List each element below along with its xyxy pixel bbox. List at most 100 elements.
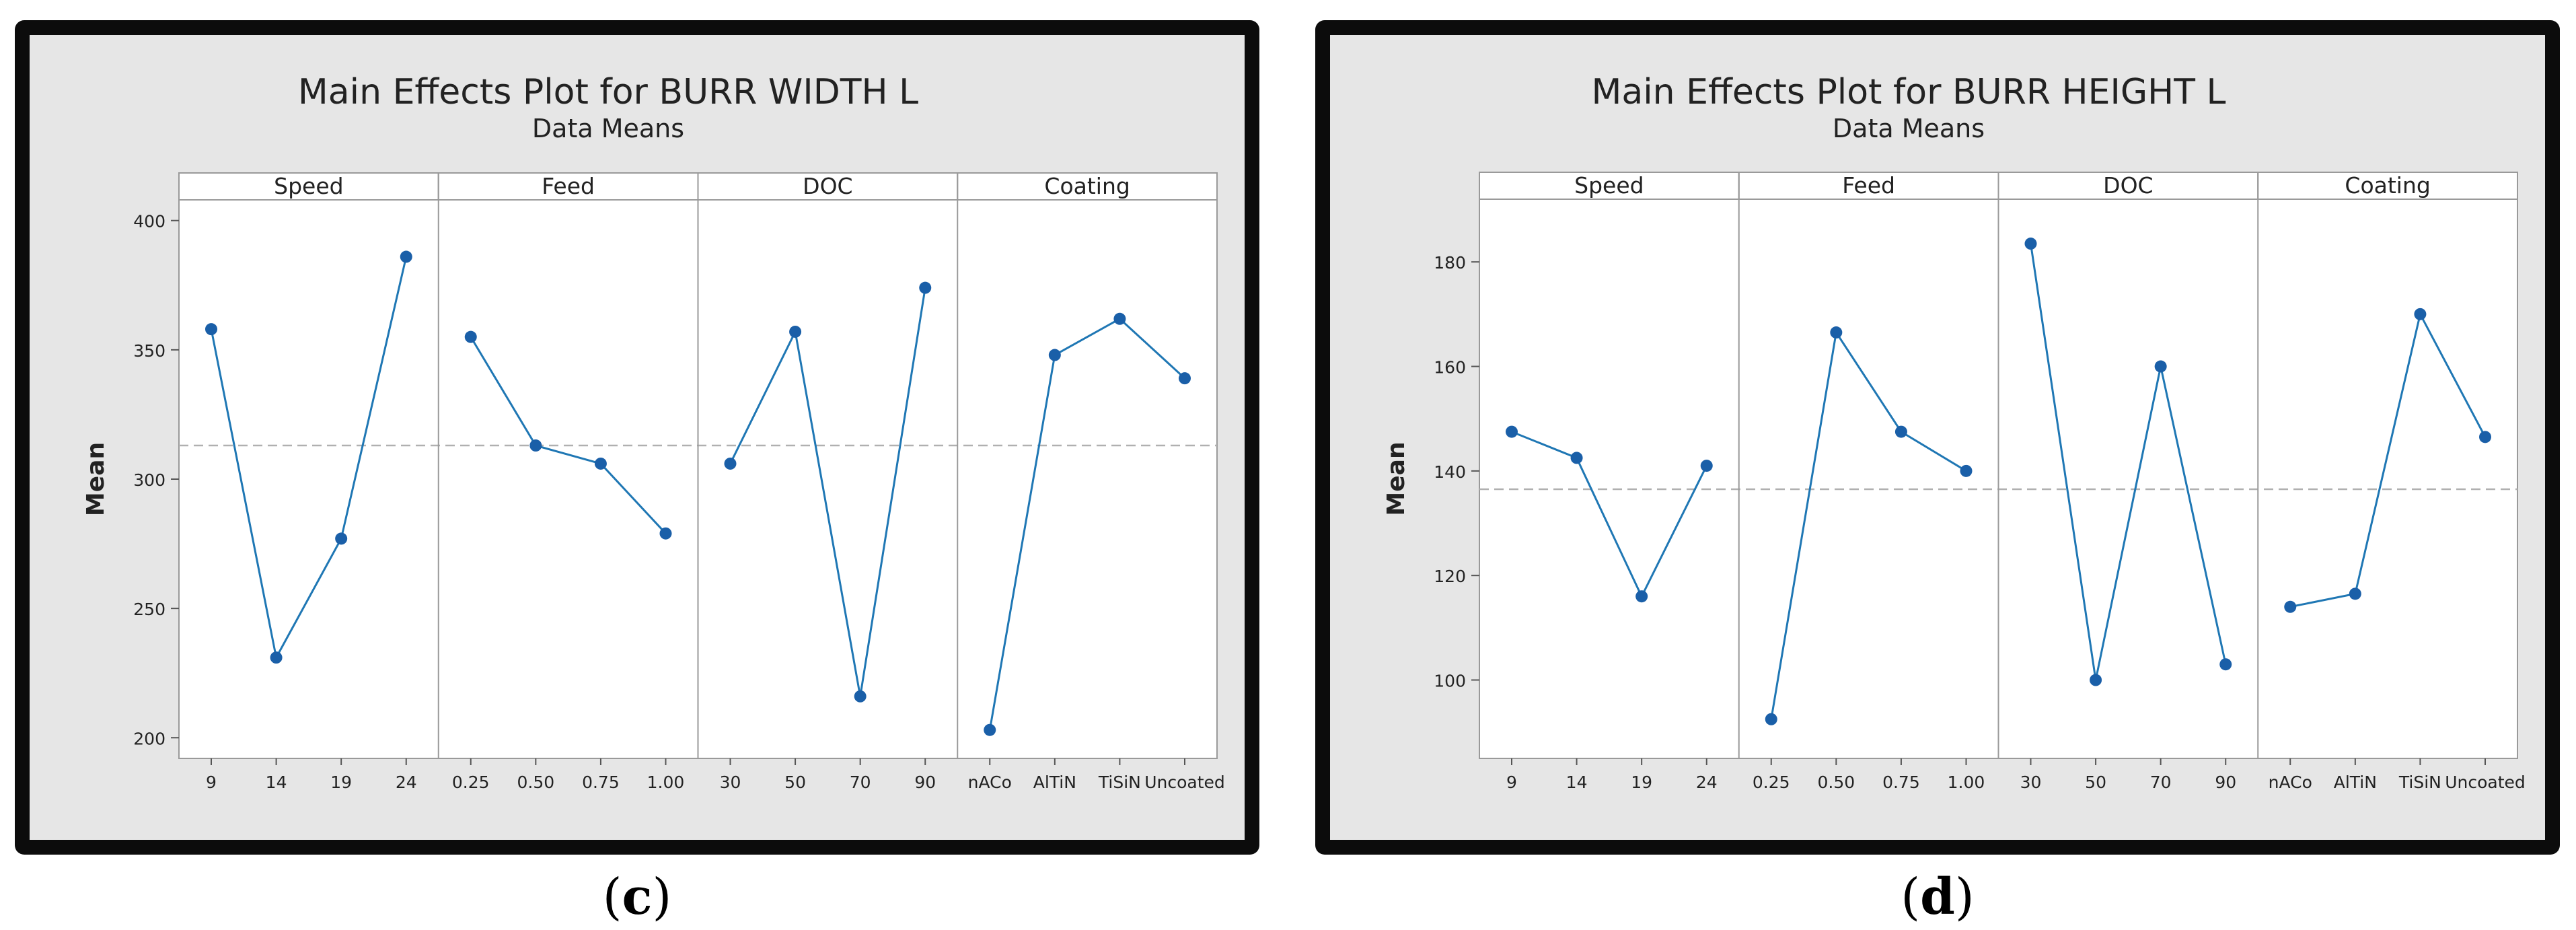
x-tick-label: 0.50: [1817, 773, 1855, 792]
chart-panel-d: Main Effects Plot for BURR HEIGHT L Data…: [1315, 20, 2560, 855]
chart-subtitle: Data Means: [532, 114, 684, 143]
x-tick-label: nACo: [2269, 773, 2312, 792]
y-axis-label: Mean: [82, 442, 110, 516]
data-point-coating-3: [2479, 431, 2491, 443]
data-point-speed-0: [205, 323, 217, 336]
data-point-doc-0: [724, 457, 737, 470]
y-tick-label: 180: [1434, 253, 1466, 273]
data-point-doc-3: [2219, 658, 2232, 671]
y-tick-label: 200: [133, 729, 165, 748]
facet-label-coating: Coating: [2345, 172, 2430, 199]
chart-title: Main Effects Plot for BURR HEIGHT L: [1592, 72, 2226, 112]
facet-header: [1479, 172, 1740, 200]
y-tick-label: 160: [1434, 358, 1466, 378]
facet-label-feed: Feed: [1842, 172, 1895, 199]
facet-label-doc: DOC: [803, 173, 852, 199]
data-point-feed-0: [1765, 713, 1777, 725]
series-line-feed: [1770, 330, 1967, 720]
facet-header: [1738, 172, 1999, 200]
x-tick-label: 0.25: [1753, 773, 1790, 792]
data-point-feed-1: [1830, 326, 1843, 339]
x-tick-label: 50: [784, 773, 806, 792]
x-tick-label: 70: [850, 773, 871, 792]
series-line-coating: [988, 317, 1186, 730]
x-tick-label: 9: [1506, 773, 1517, 792]
x-tick-label: TiSiN: [1098, 773, 1141, 792]
series-line-feed: [470, 336, 667, 534]
data-point-feed-2: [1894, 425, 1907, 438]
data-point-feed-0: [464, 330, 477, 343]
data-point-coating-1: [2349, 587, 2361, 600]
y-axis-label: Mean: [1383, 441, 1410, 515]
x-tick-label: 14: [1566, 773, 1588, 792]
facet-label-feed: Feed: [542, 173, 595, 199]
x-tick-label: 1.00: [647, 773, 685, 792]
data-point-speed-3: [1700, 460, 1713, 472]
data-point-speed-0: [1506, 425, 1518, 438]
x-tick-label: 50: [2085, 773, 2106, 792]
figure-caption-d: (d): [1901, 868, 1975, 926]
x-tick-label: 24: [396, 773, 417, 792]
chart-title: Main Effects Plot for BURR WIDTH L: [298, 72, 918, 112]
data-point-speed-1: [1570, 452, 1583, 464]
x-tick-label: 0.25: [452, 773, 490, 792]
y-tick-label: 120: [1434, 567, 1466, 586]
x-tick-label: 30: [2020, 773, 2042, 792]
facet-header: [697, 172, 959, 201]
data-point-feed-2: [594, 457, 607, 470]
data-point-speed-3: [400, 250, 412, 263]
x-tick-label: Uncoated: [1144, 773, 1225, 792]
y-tick-label: 140: [1434, 462, 1466, 482]
chart-panel-c: Main Effects Plot for BURR WIDTH L Data …: [15, 20, 1259, 855]
chart-subtitle: Data Means: [1833, 114, 1985, 143]
x-tick-label: 30: [720, 773, 741, 792]
data-point-feed-3: [659, 527, 672, 540]
x-tick-label: 0.75: [1882, 773, 1920, 792]
data-point-feed-1: [529, 439, 542, 452]
y-tick-label: 100: [1434, 672, 1466, 691]
x-tick-label: 70: [2150, 773, 2172, 792]
data-point-speed-2: [335, 532, 348, 545]
series-line-coating: [2289, 311, 2487, 608]
data-point-doc-2: [2154, 360, 2167, 373]
y-tick-label: 300: [133, 470, 165, 490]
x-tick-label: 24: [1696, 773, 1718, 792]
facet-label-coating: Coating: [1044, 173, 1130, 199]
main-effects-chart-burr-height: Main Effects Plot for BURR HEIGHT L Data…: [1383, 72, 2526, 792]
data-point-coating-2: [2414, 308, 2427, 320]
main-effects-chart-burr-width: Main Effects Plot for BURR WIDTH L Data …: [82, 72, 1225, 792]
data-point-coating-1: [1048, 349, 1061, 361]
x-tick-label: AlTiN: [2334, 773, 2377, 792]
x-tick-label: Uncoated: [2445, 773, 2526, 792]
x-tick-label: 0.50: [517, 773, 554, 792]
data-point-doc-0: [2024, 238, 2037, 250]
facet-header: [957, 172, 1218, 201]
x-tick-label: nACo: [968, 773, 1012, 792]
facet-label-doc: DOC: [2103, 172, 2153, 199]
data-point-coating-0: [984, 723, 996, 736]
x-tick-label: 19: [1631, 773, 1652, 792]
data-point-speed-1: [270, 651, 283, 664]
series-line-speed: [210, 256, 408, 661]
facet-label-speed: Speed: [274, 173, 343, 199]
x-tick-label: 90: [914, 773, 936, 792]
y-tick-label: 350: [133, 341, 165, 361]
data-point-doc-3: [919, 281, 932, 294]
data-point-coating-3: [1179, 372, 1191, 385]
x-tick-label: 14: [266, 773, 287, 792]
x-tick-label: TiSiN: [2398, 773, 2441, 792]
x-tick-label: 0.75: [582, 773, 620, 792]
x-tick-label: 9: [206, 773, 217, 792]
x-tick-label: 1.00: [1948, 773, 1985, 792]
x-tick-label: 19: [330, 773, 352, 792]
data-point-doc-1: [2090, 674, 2102, 686]
figure-caption-c: (c): [602, 868, 672, 926]
data-point-coating-0: [2284, 600, 2297, 613]
x-tick-label: AlTiN: [1033, 773, 1076, 792]
data-point-doc-1: [789, 325, 802, 338]
y-tick-label: 250: [133, 600, 165, 619]
data-point-doc-2: [854, 690, 867, 703]
series-line-doc: [2030, 243, 2227, 680]
series-line-speed: [1511, 431, 1708, 599]
x-tick-label: 90: [2215, 773, 2236, 792]
